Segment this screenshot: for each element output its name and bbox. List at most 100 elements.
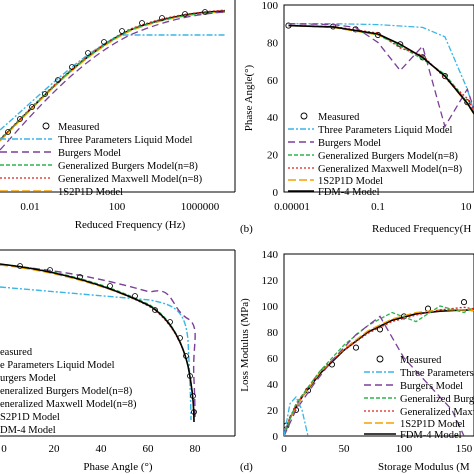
panel-c-xtick-0: 0 [1,443,7,455]
legend-c-fdm4: DM-4 Model [0,425,56,436]
panel-d-ytick-6: 120 [262,275,279,287]
panel-d-series-burgers-model [284,315,465,436]
panel-c-xlabel: Phase Angle (°) [83,461,153,473]
panel-b-legend: Measured Three Parameters Liquid Model B… [288,112,463,198]
panel-c-xtick-2: 40 [96,443,108,455]
panel-d-series [284,299,474,436]
legend-a-three-param: Three Parameters Liquid Model [58,135,192,146]
panel-d-ytick-0: 0 [273,431,279,443]
panel-d-series-generalized-maxwell-model-n-8 [284,306,474,436]
panel-a-xlabel: Reduced Frequency (Hz) [75,219,186,231]
panel-d-cole-cole: 0 20 40 60 80 100 120 140 0 50 100 150 Loss Modulu… [239,249,474,473]
panel-c-measured-points [17,263,197,415]
panel-b-ytick-1: 20 [267,150,279,162]
panel-d-ytick-4: 80 [267,327,279,339]
panel-a-measured-points [5,9,208,135]
legend-a-gburgers: Generalized Burgers Model(n=8) [58,161,198,172]
panel-d-y-ticks: 0 20 40 60 80 100 120 140 [262,249,279,443]
panel-b-xtick-0: 0.00001 [274,201,310,213]
panel-a-gburgers-curve [0,11,226,141]
legend-c-measured: easured [0,347,33,358]
legend-c-burgers: urgers Model [0,373,56,384]
legend-b-burgers: Burgers Model [318,138,381,149]
panel-a-fdm4-curve [0,10,226,141]
legend-b-1s2p1d: 1S2P1D Model [318,176,383,187]
legend-c-three-param: e Parameters Liquid Model [0,360,115,371]
legend-b-gburgers: Generalized Burgers Model(n=8) [318,151,458,162]
panel-c-xtick-1: 20 [49,443,61,455]
panel-b-ytick-2: 40 [267,112,279,124]
panel-d-measured-point-8 [460,299,468,306]
panel-d-x-ticks: 0 50 100 150 [281,443,473,455]
panel-d-xlabel: Storage Modulus (M [378,461,470,473]
legend-d-1s2p1d: 1S2P1D Model [400,419,465,430]
panel-d-measured-point-4 [352,344,360,351]
panel-b-plot-frame [283,4,474,193]
panel-d-ytick-5: 100 [262,301,279,313]
panel-d-ylabel: Loss Modulus (MPa) [239,298,251,392]
legend-d-gburgers: Generalized Burge [400,394,474,405]
panel-d-series-generalized-burgers-model-n-8 [284,305,474,436]
panel-d-plot-frame [283,253,474,437]
panel-d-ytick-7: 140 [262,249,279,261]
panel-a-legend: Measured Three Parameters Liquid Model B… [0,122,203,198]
panel-a-burgers-curve [0,11,226,151]
panel-d-series-1s2p1d-model [284,309,474,436]
legend-b-measured-marker [300,112,308,120]
panel-b-series-burgers-model [288,23,474,129]
panel-c-black-space: 0 20 40 60 80 Phase Angle (°) easured e … [0,249,236,473]
panel-b-series-1s2p1d-model [288,24,474,116]
panel-c-xtick-4: 80 [190,443,202,455]
legend-c-gburgers: eneralized Burgers Model(n=8) [0,386,133,397]
panel-d-xtick-1: 50 [339,443,351,455]
panel-a-1s2p1d-curve [0,11,226,142]
panel-d-ytick-2: 40 [267,379,279,391]
panel-c-fdm4-curve [0,263,195,423]
panel-d-legend: Measured Three Parameters Burgers Model … [364,355,474,441]
legend-d-measured-marker [376,355,384,363]
legend-a-measured: Measured [58,122,100,133]
legend-d-three-param: Three Parameters [400,368,474,379]
panel-d-series-three-parameters-liquid-model [284,395,309,436]
legend-c-1s2p1d: S2P1D Model [0,412,60,423]
panel-b-series [285,22,474,129]
panel-b-y-ticks: 0 20 40 60 80 100 [262,0,279,199]
panel-c-xtick-3: 60 [143,443,155,455]
panel-b-ytick-4: 80 [267,37,279,49]
panel-b-xtick-1: 0.1 [371,201,385,213]
panel-b-ytick-0: 0 [273,187,279,199]
legend-d-fdm4: FDM-4 Model [400,430,462,441]
panel-b-xlabel: Reduced Frequency(H [372,223,471,235]
panel-d-xtick-0: 0 [281,443,287,455]
panel-b-series-fdm-4-model [288,24,474,116]
panel-a-curves [0,9,226,151]
panel-c-legend: easured e Parameters Liquid Model urgers… [0,347,137,436]
panel-a-xtick-1: 100 [109,201,126,213]
panel-a-gmaxwell-curve [0,9,226,140]
panel-b-series-generalized-burgers-model-n-8 [288,24,474,114]
panel-c-curves [0,263,197,423]
panel-d-xtick-2: 100 [396,443,413,455]
panel-d-tag: (d) [240,461,253,473]
legend-a-gmaxwell: Generalized Maxwell Model(n=8) [58,174,203,185]
legend-a-measured-marker [42,122,50,130]
panel-b-series-generalized-maxwell-model-n-8 [288,24,474,113]
panel-a-xtick-0: 0.01 [20,201,39,213]
legend-c-gmaxwell: eneralized Maxwell Model(n=8) [0,399,137,410]
legend-d-gmaxwell: Generalized Maxw [400,407,474,418]
panel-a-frequency-sweep: 0.01 100 1000000 Reduced Frequency (Hz) … [0,0,236,231]
panel-b-tag: (b) [240,223,253,235]
legend-b-fdm4: FDM-4 Model [318,187,380,198]
panel-b-ytick-3: 60 [267,75,279,87]
legend-d-burgers: Burgers Model [400,381,463,392]
panel-a-three-param-curve [0,34,225,131]
legend-a-burgers: Burgers Model [58,148,121,159]
legend-d-measured: Measured [400,355,442,366]
legend-b-gmaxwell: Generalized Maxwell Model(n=8) [318,164,463,175]
panel-a-xtick-2: 1000000 [181,201,220,213]
panel-d-xtick-3: 150 [456,443,473,455]
panel-c-three-param-curve [0,286,192,421]
panel-b-ylabel: Phase Angle(°) [243,64,255,131]
